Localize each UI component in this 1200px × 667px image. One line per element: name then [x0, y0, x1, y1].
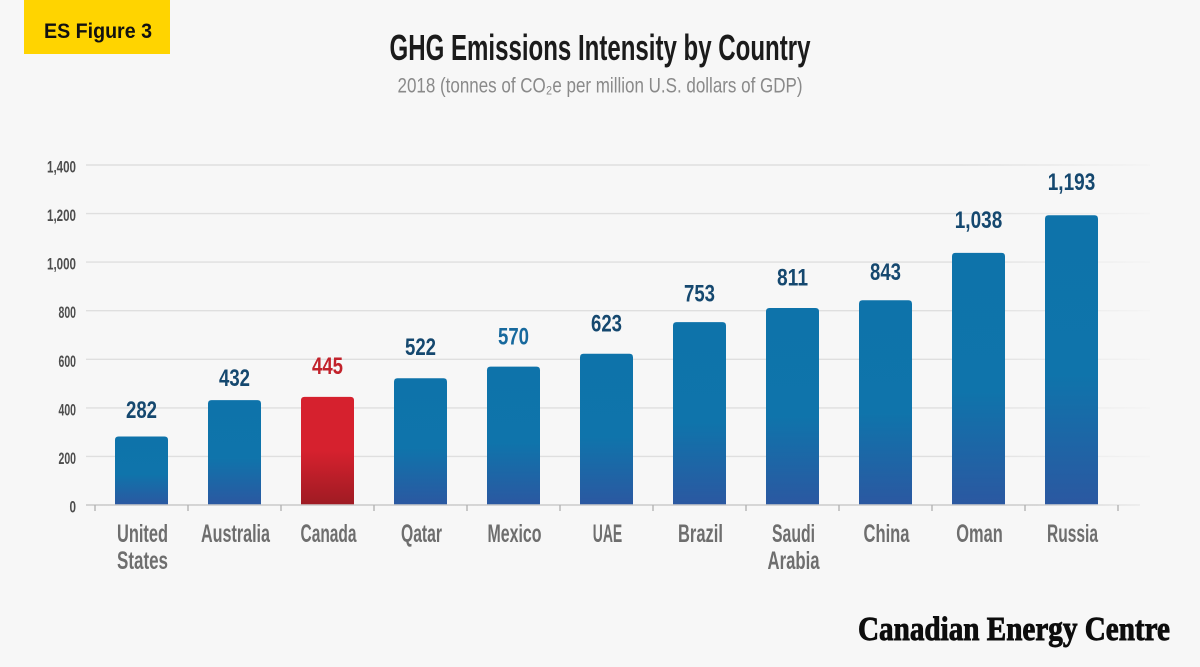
- svg-text:Qatar: Qatar: [401, 520, 442, 548]
- svg-text:United: United: [117, 520, 168, 548]
- svg-text:Russia: Russia: [1047, 520, 1099, 548]
- svg-text:GHG Emissions Intensity by Cou: GHG Emissions Intensity by Country: [390, 27, 811, 68]
- svg-text:Arabia: Arabia: [768, 547, 821, 575]
- svg-text:753: 753: [684, 281, 715, 308]
- svg-text:1,200: 1,200: [47, 206, 76, 225]
- svg-text:400: 400: [59, 400, 77, 419]
- svg-text:States: States: [117, 547, 168, 575]
- svg-text:Australia: Australia: [201, 520, 271, 548]
- svg-text:843: 843: [870, 259, 901, 286]
- svg-text:Canadian Energy Centre: Canadian Energy Centre: [858, 611, 1170, 648]
- svg-text:Canada: Canada: [301, 520, 358, 548]
- svg-text:Mexico: Mexico: [488, 520, 542, 548]
- svg-text:2018 (tonnes of CO₂e per milli: 2018 (tonnes of CO₂e per million U.S. do…: [398, 75, 803, 98]
- svg-text:ES Figure 3: ES Figure 3: [44, 19, 152, 43]
- svg-text:570: 570: [498, 324, 529, 351]
- svg-text:282: 282: [126, 397, 157, 424]
- svg-text:0: 0: [70, 498, 77, 517]
- svg-text:Brazil: Brazil: [678, 520, 723, 548]
- svg-text:200: 200: [59, 449, 77, 468]
- svg-text:1,400: 1,400: [47, 158, 76, 177]
- svg-text:Saudi: Saudi: [772, 520, 815, 548]
- svg-text:432: 432: [219, 365, 250, 392]
- svg-text:UAE: UAE: [593, 520, 623, 548]
- svg-text:China: China: [864, 520, 911, 548]
- svg-text:800: 800: [59, 303, 77, 322]
- svg-text:1,000: 1,000: [47, 255, 76, 274]
- svg-text:1,193: 1,193: [1048, 169, 1096, 196]
- svg-text:445: 445: [312, 353, 343, 380]
- svg-text:522: 522: [405, 334, 436, 361]
- svg-text:623: 623: [591, 311, 622, 338]
- svg-text:1,038: 1,038: [955, 207, 1003, 234]
- svg-text:Oman: Oman: [956, 520, 1003, 548]
- svg-text:811: 811: [777, 265, 808, 292]
- svg-text:600: 600: [59, 352, 77, 371]
